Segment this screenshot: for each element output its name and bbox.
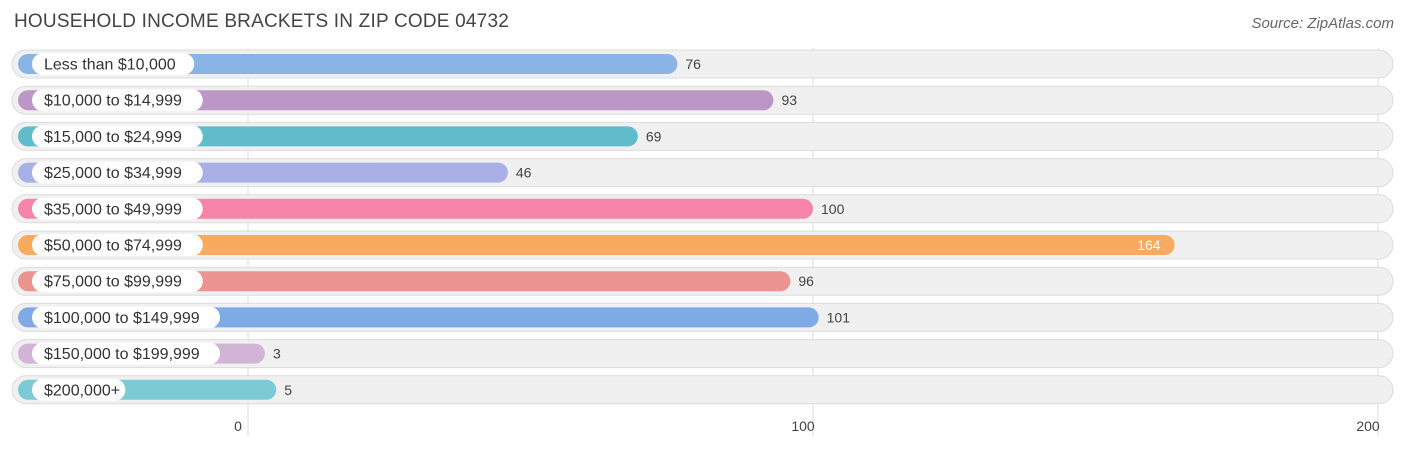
category-label-pill — [32, 197, 203, 220]
category-label: $100,000 to $149,999 — [44, 310, 200, 327]
value-label: 46 — [516, 165, 532, 181]
chart-title: HOUSEHOLD INCOME BRACKETS IN ZIP CODE 04… — [14, 11, 509, 32]
value-label: 5 — [284, 382, 292, 398]
category-label: Less than $10,000 — [44, 57, 176, 74]
value-label: 76 — [685, 56, 701, 72]
rows-layer: Less than $10,000 76 $10,000 to $14,999 93 $… — [11, 49, 1394, 405]
row-background — [11, 339, 1394, 369]
value-label: 164 — [1137, 237, 1161, 253]
category-label-pill — [32, 270, 203, 293]
category-label: $50,000 to $74,999 — [44, 238, 182, 255]
category-label: $35,000 to $49,999 — [44, 201, 182, 218]
category-label-pill — [32, 53, 195, 75]
row-background — [11, 375, 1394, 405]
value-label: 3 — [273, 346, 281, 362]
value-label: 93 — [781, 92, 797, 108]
value-label: 100 — [821, 201, 845, 217]
bar — [18, 235, 1175, 255]
category-label-pill — [32, 89, 203, 112]
value-label: 96 — [798, 273, 814, 289]
bar — [18, 90, 774, 111]
category-label: $25,000 to $34,999 — [44, 165, 182, 182]
x-axis-ticks: 0 100 200 — [234, 418, 1380, 434]
category-label: $200,000+ — [44, 382, 120, 399]
category-label: $10,000 to $14,999 — [44, 93, 182, 110]
value-label: 69 — [646, 128, 662, 144]
category-label-pill — [32, 306, 220, 329]
x-tick-label: 200 — [1356, 418, 1380, 434]
category-label-pill — [32, 378, 126, 401]
category-label-pill — [32, 234, 203, 256]
category-label: $150,000 to $199,999 — [44, 346, 200, 363]
x-tick-label: 0 — [234, 418, 242, 434]
source-label: Source: ZipAtlas.com — [1251, 15, 1394, 32]
bar — [18, 198, 813, 219]
category-label-pill — [32, 342, 220, 365]
category-label-pill — [32, 161, 203, 184]
category-label: $75,000 to $99,999 — [44, 274, 182, 291]
x-tick-label: 100 — [791, 418, 815, 434]
value-label: 101 — [827, 309, 851, 325]
bar — [18, 271, 791, 292]
category-label-pill — [32, 125, 203, 148]
category-label: $15,000 to $24,999 — [44, 129, 182, 146]
